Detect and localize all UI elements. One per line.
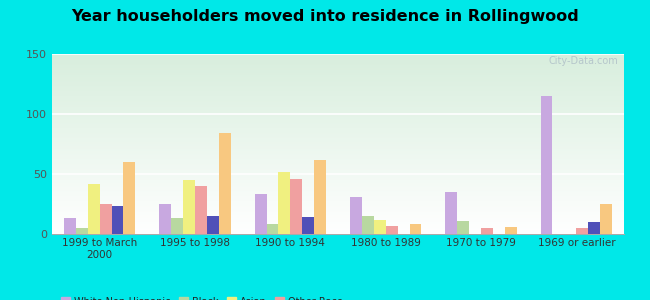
Bar — [183, 180, 195, 234]
Bar — [385, 226, 398, 234]
Bar — [314, 160, 326, 234]
Bar — [481, 228, 493, 234]
Bar — [219, 133, 231, 234]
Bar — [374, 220, 385, 234]
Bar — [600, 204, 612, 234]
Bar — [171, 218, 183, 234]
Bar — [159, 204, 171, 234]
Bar — [255, 194, 266, 234]
Bar — [410, 224, 421, 234]
Bar — [124, 162, 135, 234]
Text: Year householders moved into residence in Rollingwood: Year householders moved into residence i… — [71, 9, 579, 24]
Bar — [505, 227, 517, 234]
Bar — [362, 216, 374, 234]
Bar — [99, 204, 112, 234]
Bar — [266, 224, 278, 234]
Bar — [278, 172, 291, 234]
Bar — [577, 228, 588, 234]
Bar — [291, 179, 302, 234]
Bar — [588, 222, 600, 234]
Text: City-Data.com: City-Data.com — [549, 56, 618, 66]
Bar — [302, 217, 314, 234]
Bar — [541, 96, 552, 234]
Bar — [195, 186, 207, 234]
Bar — [88, 184, 99, 234]
Bar — [445, 192, 457, 234]
Bar — [112, 206, 124, 234]
Bar — [64, 218, 76, 234]
Bar — [207, 216, 219, 234]
Bar — [457, 221, 469, 234]
Bar — [350, 197, 362, 234]
Bar — [76, 228, 88, 234]
